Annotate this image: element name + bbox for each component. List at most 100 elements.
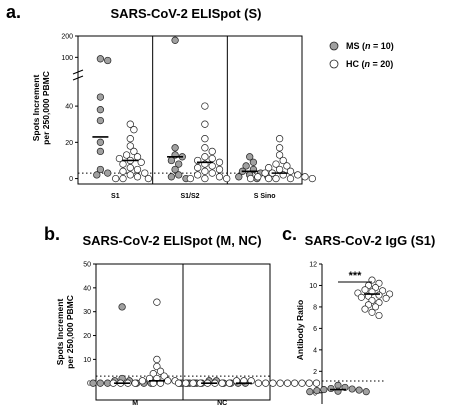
panel-b-ms-point (118, 303, 126, 311)
panel-a-hc-point (294, 171, 302, 179)
panel-b-ylabel: Spots Increment per 250,000 PBMC (55, 295, 75, 369)
panel-a-y-tick-label: 20 (65, 140, 73, 147)
panel-a-ylabel-line1: Spots Increment (31, 75, 41, 142)
panel-a-hc-point (186, 174, 195, 183)
panel-c-hc-point (357, 293, 365, 301)
panel-b-hc-point (276, 379, 284, 387)
panel-a-y-tick-label: 0 (69, 176, 73, 183)
panel-c-hc-point (375, 291, 383, 299)
panel-a-hc-point (275, 144, 284, 152)
panel-b-title: SARS-CoV-2 ELISpot (M, NC) (82, 233, 261, 248)
panel-b-hc-point (312, 379, 321, 387)
panel-b-y-tick-label: 0 (87, 381, 91, 388)
panel-a-hc-point (275, 151, 284, 159)
panel-a-hc-point (130, 126, 138, 134)
legend-ms-label: MS (n = 10) (346, 41, 394, 51)
legend-ms-n: n (365, 41, 371, 51)
panel-a-hc-point (122, 151, 131, 159)
panel-a-hc-point (115, 154, 124, 163)
panel-a-hc-point (141, 169, 149, 177)
panel-c-ylabel: Antibody Ratio (295, 300, 305, 360)
panel-b-hc-point (182, 379, 190, 387)
panel-a-hc-point (201, 144, 209, 152)
panel-a-y-tick-label: 200 (61, 34, 73, 41)
legend-ms-marker (329, 41, 339, 51)
panel-a-ms-point (235, 173, 243, 181)
panel-a-hc-point (144, 174, 153, 183)
panel-a-hc-point (254, 173, 262, 181)
panel-c-letter: c. (282, 224, 297, 244)
panel-a-hc-point (283, 162, 291, 170)
panel-c-ms-point (313, 387, 321, 395)
panel-a-hc-point (279, 156, 287, 165)
panel-a-hc-point (272, 160, 280, 168)
panel-a-hc-point (126, 135, 134, 143)
panel-a-hc-point (201, 102, 209, 110)
panel-a-hc-point (126, 142, 134, 150)
panel-a-ms-point (171, 165, 179, 174)
panel-b-hc-point (291, 379, 299, 387)
panel-b-ylabel-line1: Spots Increment (55, 299, 65, 366)
panel-b-category-label: M (132, 400, 138, 406)
panel-a-hc-point (201, 167, 209, 175)
legend-ms-suffix: = 10) (371, 41, 394, 51)
panel-b-hc-point (164, 377, 172, 385)
panel-a-hc-point (208, 169, 216, 177)
panel-a-axis-break (72, 75, 84, 81)
panel-c-ms-point (320, 386, 328, 394)
panel-a-category-label: S1 (111, 193, 120, 200)
panel-b-hc-point (218, 379, 226, 387)
legend: MS (n = 10) HC (n = 20) (329, 41, 394, 69)
panel-a-hc-point (275, 135, 284, 143)
panel-b-hc-point (153, 355, 161, 364)
panel-c-plot: 12 10 8 6 4 2 0 *** (306, 262, 394, 404)
panel-a-hc-point (112, 174, 120, 183)
panel-b-hc-point (174, 379, 183, 387)
panel-b-hc-point (298, 379, 306, 387)
panel-a-hc-point (215, 173, 224, 181)
panel-a-hc-point (208, 154, 216, 163)
panel-a-ms-point (171, 144, 179, 152)
panel-a-ms-point (175, 171, 183, 179)
legend-ms-prefix: MS ( (346, 41, 365, 51)
panel-c-ms-point (362, 388, 370, 396)
legend-hc-n: n (365, 59, 371, 69)
panel-a-ms-point (96, 138, 105, 146)
panel-c-y-tick-label: 8 (313, 304, 317, 311)
panel-a-hc-point (130, 147, 138, 156)
panel-b-hc-point (189, 379, 197, 387)
panel-c-ms-point (348, 385, 356, 393)
panel-a-hc-point (301, 173, 309, 181)
panel-c-ms-point (306, 388, 314, 396)
panel-c-y-tick-label: 12 (309, 262, 317, 269)
panel-a-ms-point (104, 56, 112, 65)
panel-a-ylabel-line2: per 250,000 PBMC (41, 71, 51, 145)
panel-c-y-tick-label: 2 (313, 369, 317, 376)
panel-a-hc-point (194, 164, 202, 172)
panel-b-y-tick-label: 50 (83, 262, 91, 269)
panel-a-hc-point (286, 167, 295, 175)
panel-a-hc-point (119, 160, 127, 168)
panel-a-hc-point (208, 162, 216, 170)
panel-c-hc-point (375, 311, 383, 320)
panel-a-ms-point (175, 160, 183, 168)
panel-a-frame (77, 35, 303, 185)
panel-a-ms-point (167, 173, 176, 181)
panel-b-y-tick-label: 30 (83, 309, 91, 316)
panel-a-ms-point (104, 169, 112, 177)
panel-a-hc-point (201, 174, 209, 183)
legend-hc-marker (329, 59, 339, 69)
panel-a-ms-point (246, 153, 254, 161)
panel-a-hc-point (223, 174, 231, 183)
panel-c-hc-point (361, 286, 369, 294)
panel-b-ms-point (96, 379, 104, 387)
panel-c-hc-point (371, 303, 380, 311)
panel-c-y-tick-label: 10 (309, 283, 317, 290)
panel-b-hc-point (153, 362, 161, 371)
panel-a-hc-point (133, 165, 142, 174)
panel-a-hc-point (265, 164, 273, 172)
panel-a-hc-point (126, 164, 134, 172)
panel-c-hc-point (361, 305, 369, 313)
panel-a-hc-point (137, 158, 145, 166)
panel-a-ms-point (96, 55, 105, 63)
